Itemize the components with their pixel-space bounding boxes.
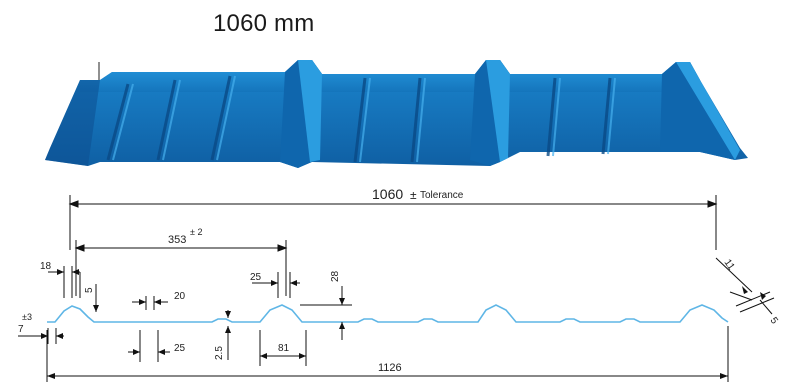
dim-rib-side-left: 5 <box>84 287 95 293</box>
dim-main-rib <box>252 272 352 366</box>
left-edge-lip <box>45 80 100 166</box>
dim-overall-total <box>46 326 729 382</box>
main-rib-2-face <box>486 60 510 162</box>
panel-3d-view <box>45 60 748 168</box>
dim-pitch-tol: ± 2 <box>190 227 202 237</box>
dim-left-rib <box>18 266 97 344</box>
dim-pitch <box>74 240 288 296</box>
panel-width-title: 1060 mm <box>213 10 315 37</box>
panel-profile-line <box>47 304 729 323</box>
dim-pitch-value: 353 <box>168 234 186 246</box>
dim-edge-offset: 7 <box>18 324 24 335</box>
dim-overall-effective <box>68 195 718 250</box>
main-rib-3-face <box>676 62 740 160</box>
dim-main-rib-height: 28 <box>330 270 341 282</box>
dim-rib-top-left: 18 <box>40 261 52 272</box>
dim-overall-total-value: 1126 <box>378 362 402 374</box>
main-rib-1-face <box>298 60 322 162</box>
dim-edge-tol: ±3 <box>22 312 32 322</box>
dim-right-a: 11 <box>722 257 737 272</box>
dim-tolerance-word: Tolerance <box>420 190 464 201</box>
panel-top-band <box>80 60 700 92</box>
dim-small-rib-height: 2.5 <box>214 346 225 360</box>
stiffener-ribs <box>106 75 612 163</box>
dim-right-edge <box>715 257 775 315</box>
dim-right-b: 5 <box>768 315 780 326</box>
main-rib-3 <box>660 62 735 160</box>
dim-small-rib-top: 20 <box>174 291 186 302</box>
dim-small-rib-bottom: 25 <box>174 343 186 354</box>
dim-tolerance-symbol: ± <box>410 188 417 202</box>
dim-main-rib-bottom: 81 <box>278 343 290 354</box>
dim-overall-effective-value: 1060 <box>372 186 403 202</box>
dim-main-rib-top: 25 <box>250 272 262 283</box>
